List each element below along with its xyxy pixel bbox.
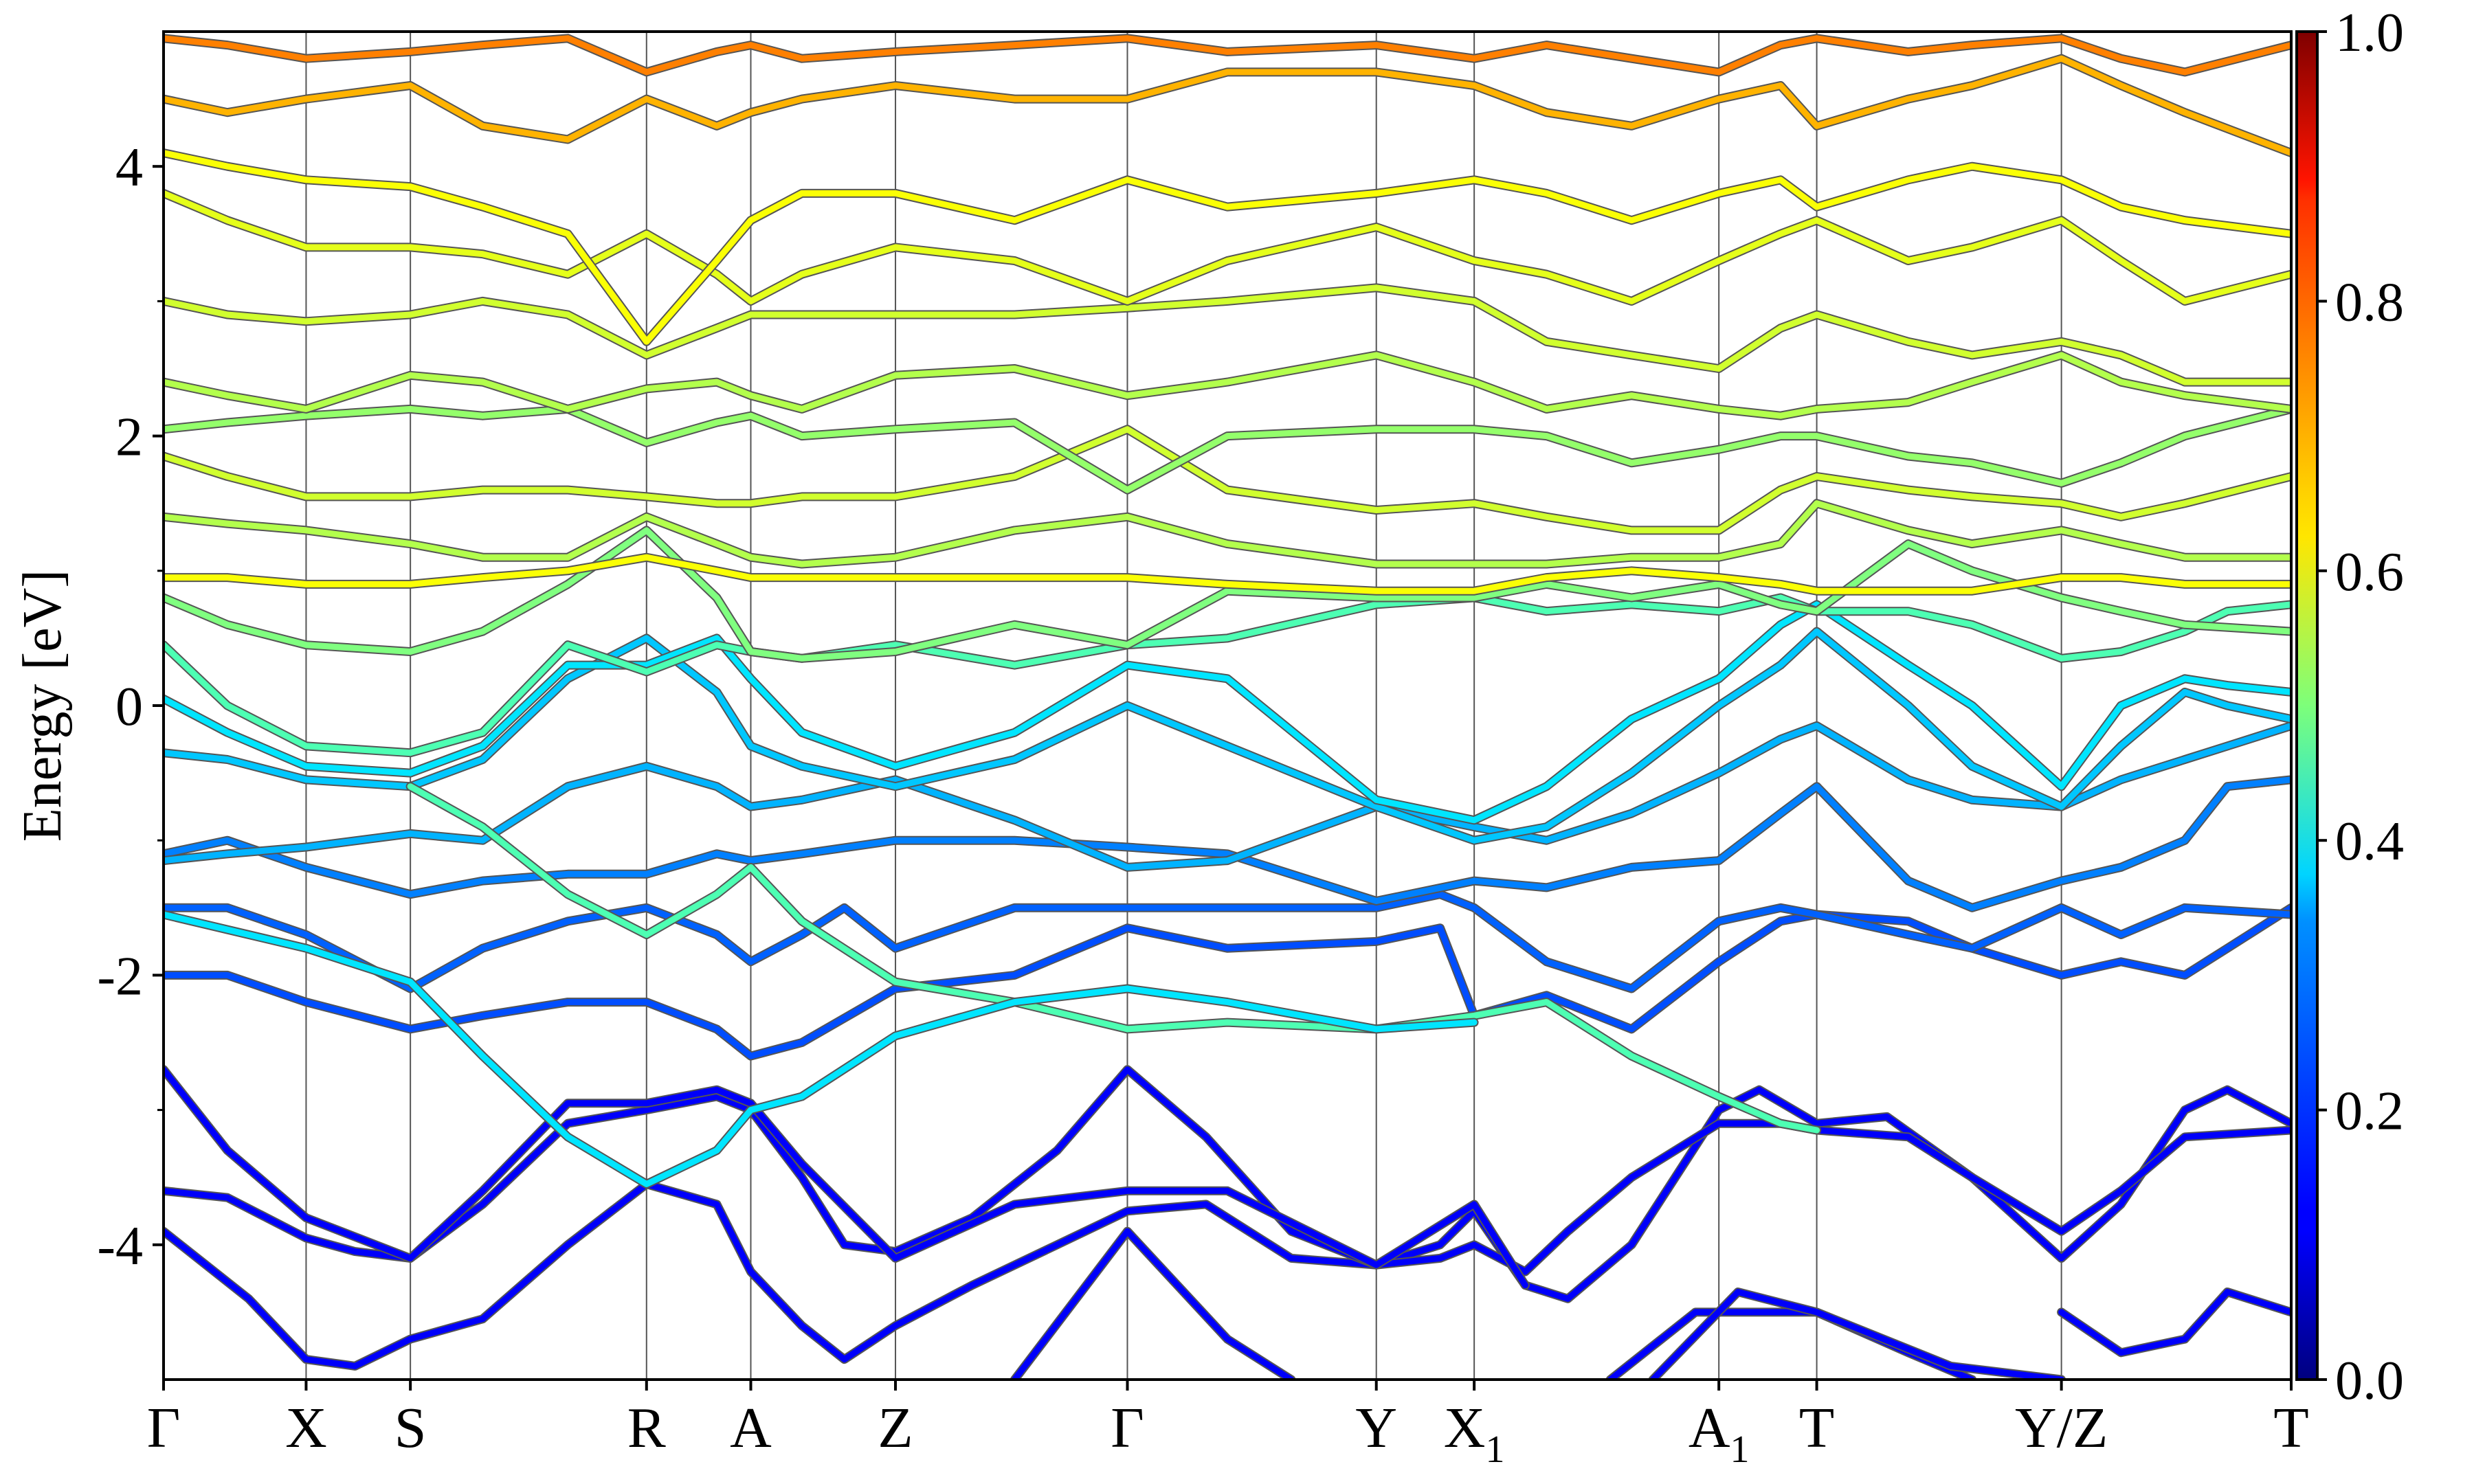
colorbar-tick-label: 1.0 [2335,3,2404,63]
kpoint-label-main: A [730,1396,772,1460]
band-outline-7 [164,903,2291,1061]
kpoint-label-main: X [285,1396,327,1460]
kpoint-label: T [1799,1396,1834,1460]
band-25 [407,783,1820,1134]
kpoint-label: Γ [147,1396,181,1460]
kpoint-label-main: Γ [1111,1396,1144,1460]
y-tick-label: 2 [115,407,143,468]
kpoint-label-subscript: 1 [1730,1428,1750,1471]
y-tick-label: -2 [97,946,143,1007]
kpoint-label: Y [1355,1396,1397,1460]
kpoint-label-main: X [1444,1396,1486,1460]
band-5 [1649,1289,2065,1380]
band-10 [164,722,2291,870]
kpoint-label: A1 [1689,1396,1750,1471]
band-26 [164,911,1478,1187]
kpoint-label-main: T [2273,1396,2308,1460]
k-path-labels: Γ X S R A Z Γ Y X1 A1 T Y/Z T [147,1380,2309,1471]
kpoint-label: A [730,1396,772,1460]
band-22 [164,150,2291,345]
band-19 [164,352,2291,419]
y-tick-label: 0 [115,677,143,737]
y-tick-label: -4 [97,1216,143,1277]
kpoint-label: S [394,1396,427,1460]
band-7 [164,904,2291,1059]
kpoint-label-main: Y/Z [2015,1396,2108,1460]
band-11 [164,628,2291,844]
kpoint-label: Z [878,1396,913,1460]
kpoint-label: X1 [1444,1396,1505,1471]
band-outline-26 [164,910,1479,1189]
band-12 [164,601,2291,824]
kpoint-label-main: S [394,1396,427,1460]
band-outline-5 [1648,1288,2066,1380]
kpoint-label-main: A [1689,1396,1730,1460]
band-9 [164,776,2291,911]
band-3 [1011,1228,1295,1380]
band-outline-18 [164,404,2291,495]
colorbar-tick-label: 0.0 [2335,1351,2404,1411]
band-18 [164,405,2291,493]
kpoint-label: R [627,1396,666,1460]
colorbar-tick-label: 0.2 [2335,1081,2404,1142]
colorbar [2295,30,2319,1381]
band-outline-1 [164,1065,2291,1277]
kpoint-label: T [2273,1396,2308,1460]
band-23 [164,55,2291,157]
kpoint-label-subscript: 1 [1485,1428,1504,1471]
band-17 [164,426,2291,534]
band-1 [164,1066,2291,1275]
colorbar-ticks: 1.0 0.8 0.6 0.4 0.2 0.0 [2317,3,2404,1411]
colorbar-tick-label: 0.6 [2335,542,2404,603]
band-outline-17 [164,425,2291,535]
y-axis-ticks: 4 2 0 -2 -4 [97,137,164,1277]
band-14 [164,527,2291,662]
band-outline-3 [1010,1226,1296,1380]
kpoint-label-main: Y [1355,1396,1397,1460]
band-6 [2058,1289,2291,1356]
band-outline-25 [405,782,1822,1135]
band-20 [164,284,2291,385]
kpoint-label: Y/Z [2015,1396,2108,1460]
band-24 [164,35,2291,76]
band-13 [164,594,2291,756]
colorbar-tick-label: 0.8 [2335,272,2404,333]
y-axis-title: Energy [eV] [12,570,73,842]
kpoint-label-main: T [1799,1396,1834,1460]
colorbar-tick-label: 0.4 [2335,811,2404,872]
kpoint-label-main: Z [878,1396,913,1460]
kpoint-label: X [285,1396,327,1460]
kpoint-label: Γ [1111,1396,1144,1460]
band-outline-19 [164,350,2291,420]
band-21 [164,190,2291,304]
band-outline-0 [164,1085,2291,1371]
band-8 [164,891,2291,992]
band-16 [164,500,2291,567]
y-tick-label: 4 [115,137,143,198]
kpoint-label-main: Γ [147,1396,181,1460]
band-0 [164,1086,2291,1369]
band-2 [164,1066,1528,1289]
band-15 [164,554,2291,594]
kpoint-label-main: R [627,1396,666,1460]
band-lines [164,34,2291,1380]
